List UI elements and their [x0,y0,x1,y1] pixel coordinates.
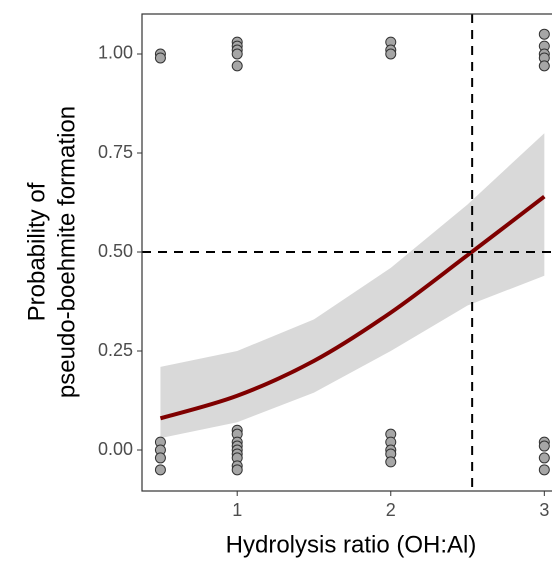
x-tick-label: 3 [539,500,549,520]
y-axis-title: Probability of [23,182,50,321]
y-tick-label: 0.50 [98,241,133,261]
data-point [231,464,243,476]
y-tick-label: 1.00 [98,43,133,63]
fit-line [159,194,546,421]
data-point [231,48,243,60]
data-point [538,28,550,40]
data-point [538,60,550,72]
data-point [385,48,397,60]
data-point [538,440,550,452]
y-tick-label: 0.75 [98,142,133,162]
y-tick-label: 0.00 [98,439,133,459]
y-axis-title: pseudo-boehmite formation [53,106,80,398]
y-tick-label: 0.25 [98,340,133,360]
data-point [385,456,397,468]
data-point [231,60,243,72]
data-point [538,464,550,476]
data-point [154,452,166,464]
x-tick-label: 1 [232,500,242,520]
data-point [538,452,550,464]
data-point [154,52,166,64]
x-axis-title: Hydrolysis ratio (OH:Al) [226,531,477,558]
confidence-band [160,133,545,439]
data-point [154,464,166,476]
x-tick-label: 2 [386,500,396,520]
